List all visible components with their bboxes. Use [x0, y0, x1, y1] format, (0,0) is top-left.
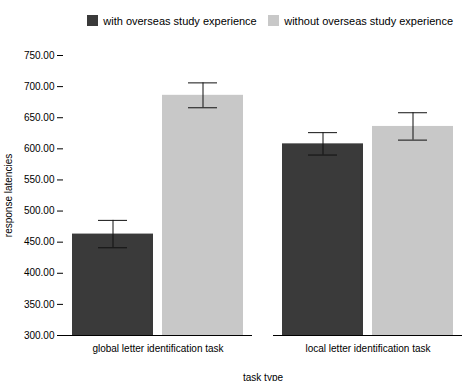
svg-text:300.00: 300.00 — [24, 329, 55, 340]
svg-text:600.00: 600.00 — [24, 143, 55, 154]
svg-text:500.00: 500.00 — [24, 205, 55, 216]
svg-text:400.00: 400.00 — [24, 267, 55, 278]
svg-text:global letter identification t: global letter identification task — [92, 342, 224, 353]
svg-text:task type: task type — [243, 371, 283, 381]
html-text:with overseas study experience: with overseas study experience — [103, 14, 257, 27]
svg-text:450.00: 450.00 — [24, 236, 55, 247]
svg-text:response latencies: response latencies — [3, 153, 14, 236]
svg-text:local letter identification ta: local letter identification task — [305, 342, 431, 353]
svg-text:700.00: 700.00 — [24, 80, 55, 91]
svg-text:350.00: 350.00 — [24, 298, 55, 309]
svg-text:550.00: 550.00 — [24, 174, 55, 185]
html-text:without overseas study experie: without overseas study experience — [284, 14, 453, 27]
svg-text:750.00: 750.00 — [24, 49, 55, 60]
svg-text:650.00: 650.00 — [24, 111, 55, 122]
